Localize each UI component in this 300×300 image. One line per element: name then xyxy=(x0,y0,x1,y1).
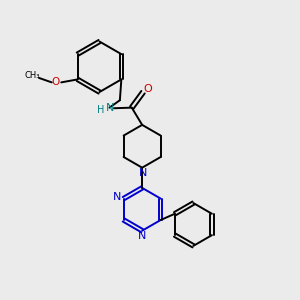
Text: H: H xyxy=(98,105,105,115)
Text: N: N xyxy=(139,168,147,178)
Text: N: N xyxy=(106,103,114,113)
Text: N: N xyxy=(137,231,146,241)
Text: N: N xyxy=(113,192,121,202)
Text: O: O xyxy=(52,77,60,87)
Text: O: O xyxy=(143,84,152,94)
Text: CH₃: CH₃ xyxy=(25,71,40,80)
